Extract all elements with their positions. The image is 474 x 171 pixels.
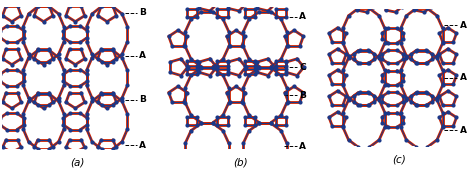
Text: (c): (c) [392,154,406,164]
Text: A: A [299,142,306,151]
Text: A: A [139,51,146,61]
Text: C: C [299,63,306,72]
Text: (a): (a) [70,157,84,167]
Text: A: A [139,141,146,150]
Text: (b): (b) [233,157,248,167]
Text: A: A [460,21,467,30]
Text: A: A [460,73,467,82]
Text: A: A [460,126,467,135]
Text: B: B [139,9,146,17]
Text: B: B [139,95,146,104]
Text: B: B [299,91,306,100]
Text: A: A [299,12,306,21]
